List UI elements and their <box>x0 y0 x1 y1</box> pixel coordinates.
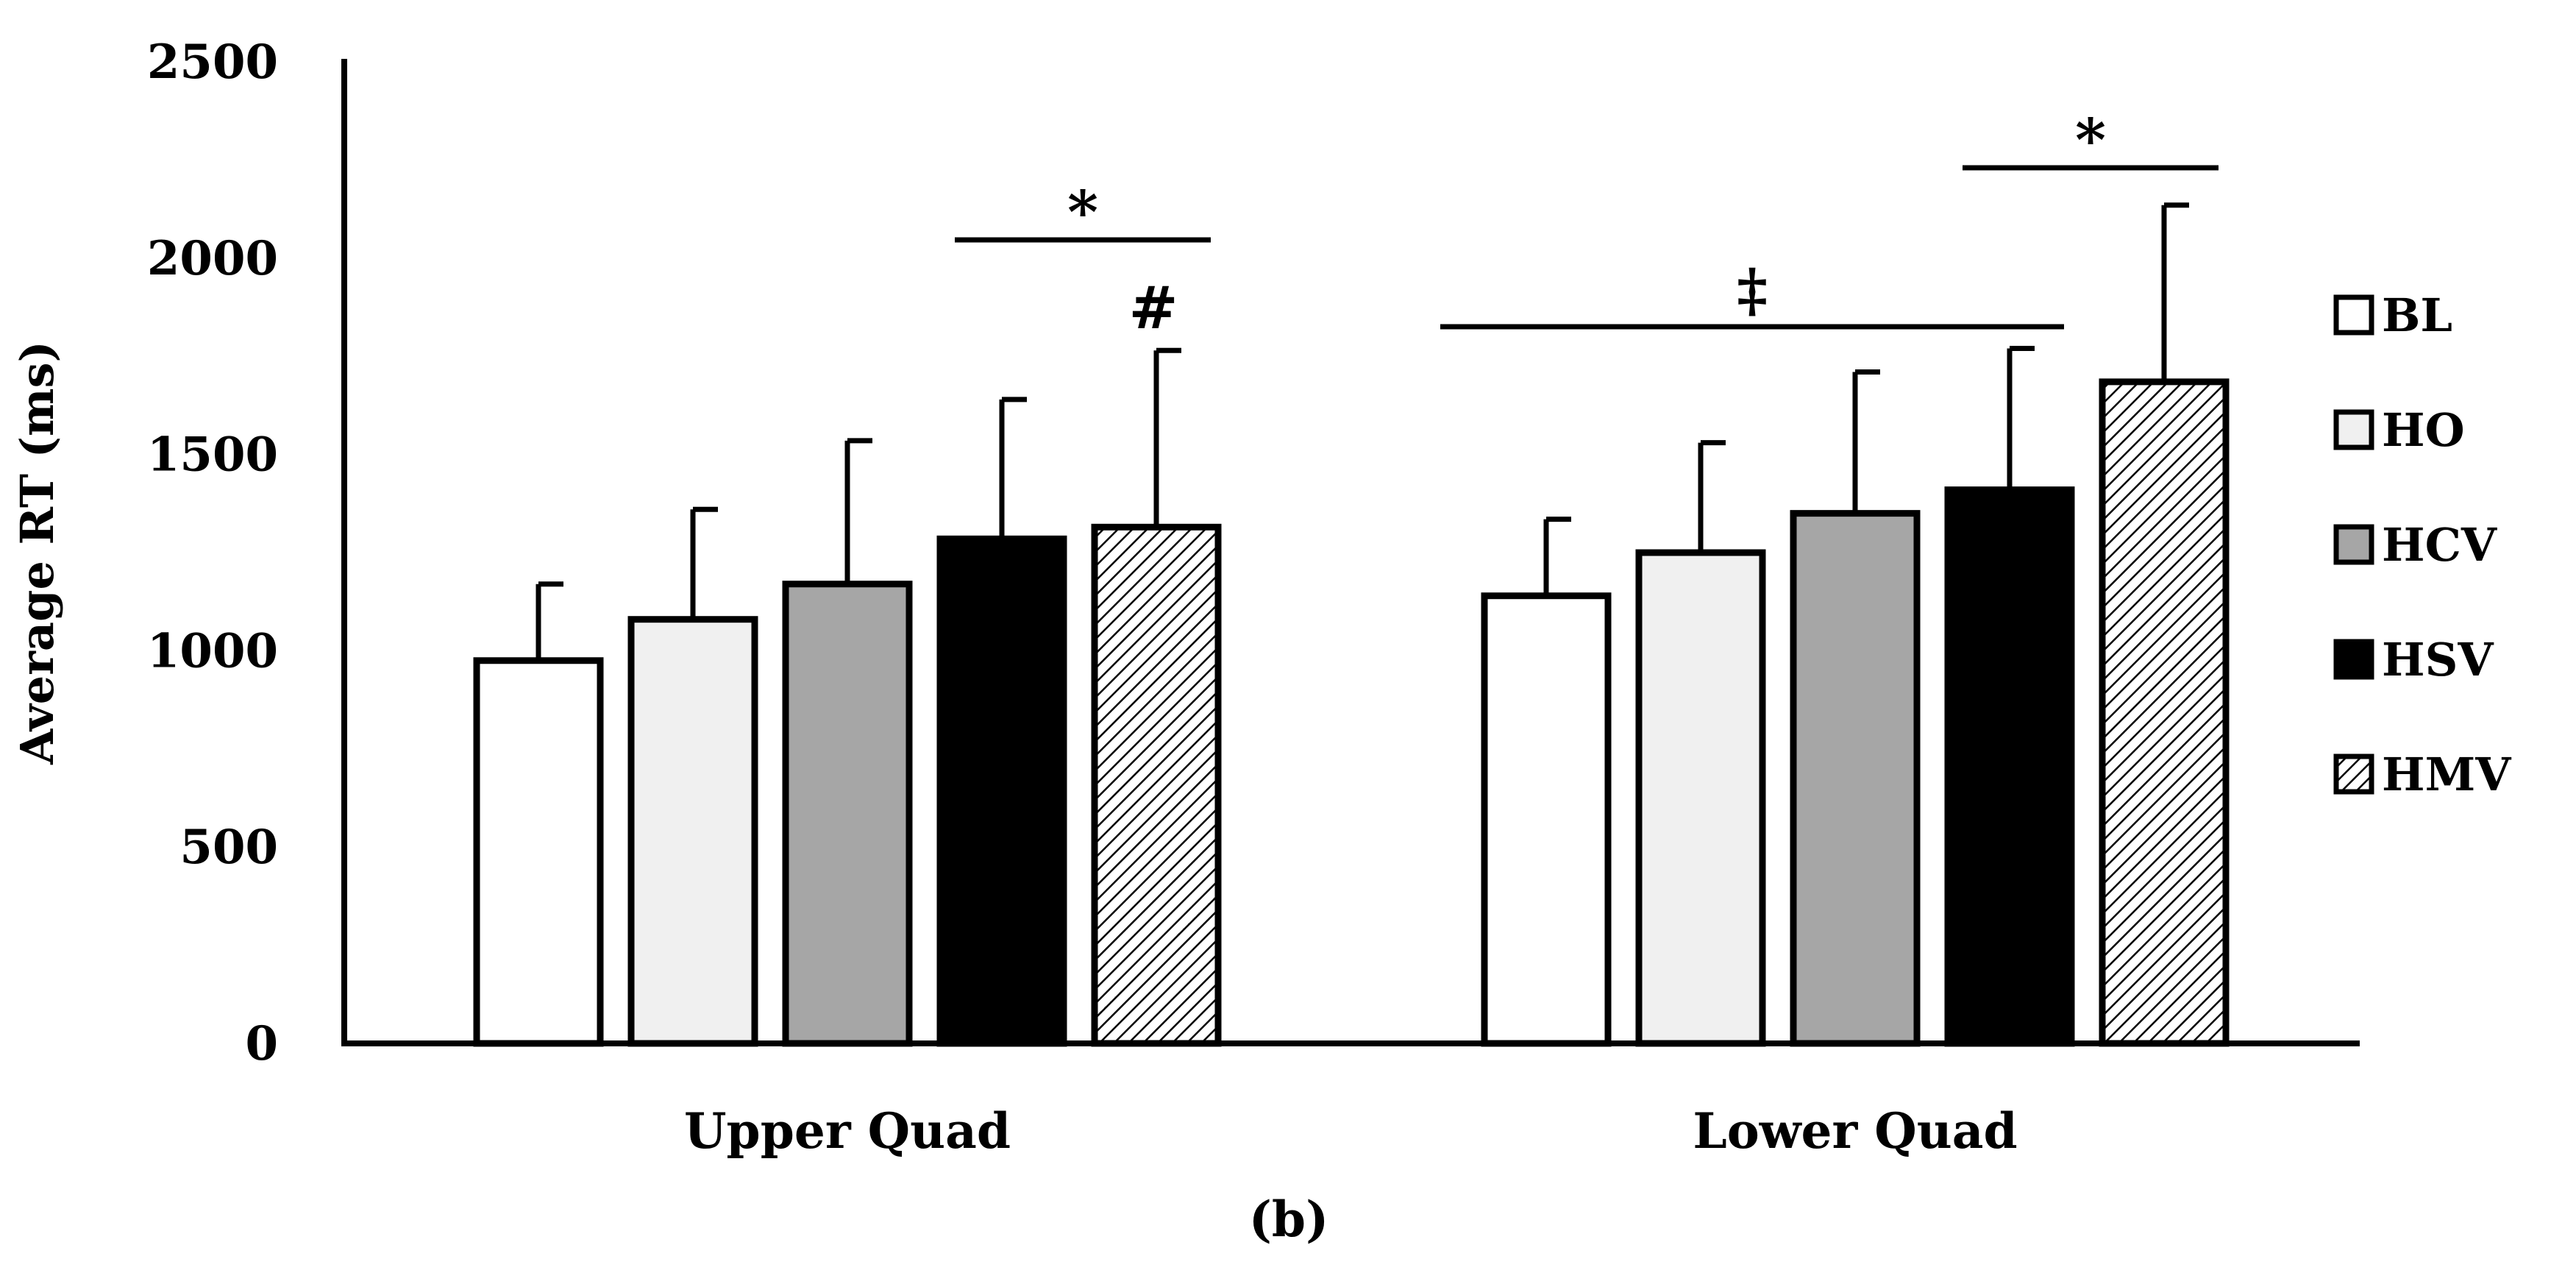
significance-marker-2: ‡ <box>1737 255 1768 325</box>
bars-layer <box>473 202 2230 1047</box>
legend-label-ho: HO <box>2382 403 2465 457</box>
bar-ho-lower-quad <box>1635 549 1766 1047</box>
significance-marker-0: * <box>1067 177 1098 247</box>
legend-swatch-bl <box>2333 294 2374 336</box>
legend-label-hsv: HSV <box>2382 633 2494 687</box>
legend: BL HO HCV HSV HMV <box>2333 288 2511 801</box>
y-tick-label-500: 500 <box>179 820 278 875</box>
legend-swatch-hsv <box>2333 639 2374 680</box>
legend-swatch-hmv <box>2333 753 2374 795</box>
bar-hmv-upper-quad <box>1091 523 1222 1047</box>
bar-bl-lower-quad <box>1481 592 1612 1047</box>
y-tick-label-1000: 1000 <box>147 623 278 678</box>
y-tick-label-2500: 2500 <box>147 35 278 90</box>
legend-swatch-hcv <box>2333 524 2374 565</box>
legend-label-hcv: HCV <box>2382 518 2497 572</box>
bar-hsv-lower-quad <box>1944 486 2075 1047</box>
legend-label-bl: BL <box>2382 288 2452 342</box>
x-category-label-upper-quad: Upper Quad <box>684 1102 1011 1160</box>
figure-caption: (b) <box>1249 1191 1329 1248</box>
significance-marker-1: # <box>1128 273 1178 342</box>
bar-hcv-upper-quad <box>782 581 913 1047</box>
y-tick-label-0: 0 <box>245 1016 278 1071</box>
legend-label-hmv: HMV <box>2382 748 2511 801</box>
y-tick-label-2000: 2000 <box>147 231 278 286</box>
bar-hcv-lower-quad <box>1790 510 1921 1047</box>
bar-hmv-lower-quad <box>2099 378 2230 1047</box>
annotations-layer: * # ‡ * <box>955 105 2219 342</box>
legend-swatch-ho <box>2333 409 2374 450</box>
significance-marker-3: * <box>2075 105 2106 174</box>
bar-ho-upper-quad <box>627 616 758 1047</box>
y-tick-label-1500: 1500 <box>147 428 278 483</box>
axes-layer: 0 500 1000 1500 2000 2500 Average RT (ms) Upper… <box>10 35 2360 1160</box>
y-axis-title: Average RT (ms) <box>10 341 64 765</box>
x-category-label-lower-quad: Lower Quad <box>1693 1102 2017 1160</box>
bar-hsv-upper-quad <box>936 535 1067 1047</box>
bar-bl-upper-quad <box>473 657 604 1047</box>
